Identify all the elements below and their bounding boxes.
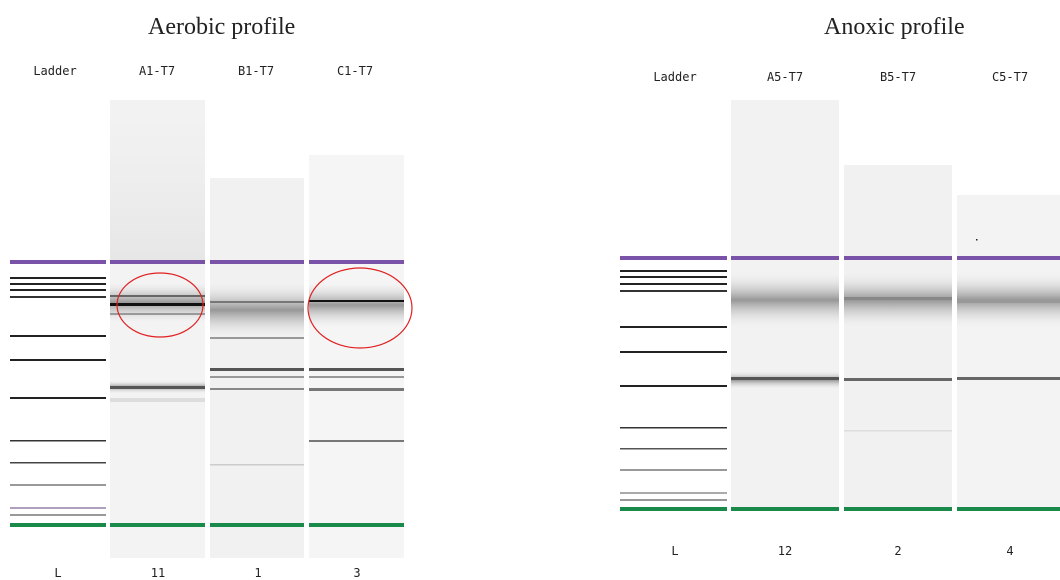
anoxic-footer-b5: 2 bbox=[894, 544, 902, 558]
aerobic-lane-label-ladder: Ladder bbox=[33, 64, 77, 78]
anoxic-title: Anoxic profile bbox=[824, 14, 965, 40]
anoxic-lane-b5 bbox=[844, 165, 952, 510]
aerobic-footer-b1: 1 bbox=[254, 566, 262, 580]
anoxic-lower-marker bbox=[620, 507, 1060, 511]
anoxic-lane-label-c5: C5-T7 bbox=[991, 70, 1029, 84]
highlight-circle-c1 bbox=[307, 267, 413, 349]
aerobic-ladder-bands bbox=[10, 277, 106, 516]
aerobic-lower-marker bbox=[10, 523, 404, 527]
anoxic-footer-c5: 4 bbox=[1006, 544, 1014, 558]
aerobic-title: Aerobic profile bbox=[148, 14, 296, 40]
aerobic-footer-c1: 3 bbox=[353, 566, 361, 580]
anoxic-upper-marker bbox=[620, 256, 1060, 260]
aerobic-footer-a1: 11 bbox=[150, 566, 166, 580]
anoxic-lane-label-b5: B5-T7 bbox=[879, 70, 917, 84]
anoxic-ladder-bands bbox=[620, 270, 727, 501]
aerobic-upper-marker bbox=[10, 260, 404, 264]
anoxic-lane-label-ladder: Ladder bbox=[653, 70, 697, 84]
highlight-circle-a1 bbox=[116, 272, 204, 338]
anoxic-lane-c5 bbox=[957, 195, 1060, 510]
aerobic-lane-label-a1: A1-T7 bbox=[138, 64, 176, 78]
aerobic-footer-ladder: L bbox=[54, 566, 62, 580]
anoxic-lane-label-a5: A5-T7 bbox=[766, 70, 804, 84]
aerobic-lane-label-b1: B1-T7 bbox=[237, 64, 275, 78]
aerobic-lane-label-c1: C1-T7 bbox=[336, 64, 374, 78]
aerobic-lane-c1 bbox=[309, 155, 404, 558]
anoxic-footer-ladder: L bbox=[671, 544, 679, 558]
anoxic-footer-a5: 12 bbox=[777, 544, 793, 558]
